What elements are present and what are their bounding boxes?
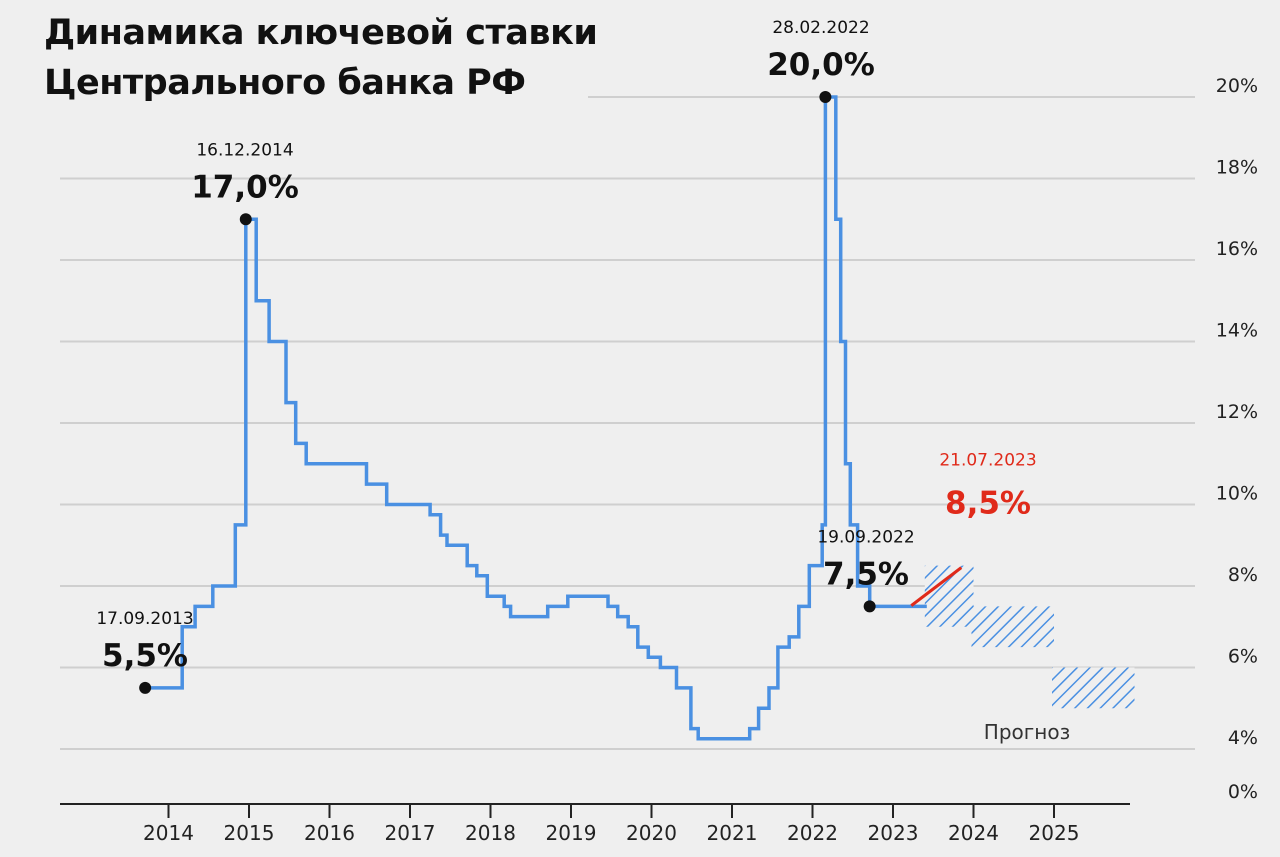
- annotation-date: 19.09.2022: [817, 527, 914, 547]
- x-tick-label: 2024: [948, 821, 999, 845]
- y-tick-label: 10%: [1216, 483, 1258, 505]
- x-tick-label: 2025: [1029, 821, 1080, 845]
- annotation-value: 7,5%: [823, 556, 909, 592]
- annotation-dot: [139, 681, 152, 694]
- annotation-value: 20,0%: [767, 47, 875, 83]
- x-tick-label: 2023: [868, 821, 919, 845]
- annotation-date: 17.09.2013: [96, 609, 193, 629]
- annotation-leader: [910, 566, 963, 607]
- y-tick-label: 12%: [1216, 401, 1258, 423]
- forecast-zone-3: [1052, 667, 1135, 709]
- forecast-zone-1: [924, 565, 974, 627]
- x-tick-label: 2018: [465, 821, 516, 845]
- annotation-value: 17,0%: [191, 169, 299, 205]
- annotation-date: 16.12.2014: [196, 140, 293, 160]
- chart-title-line-2: Центрального банка РФ: [44, 63, 526, 103]
- x-tick-label: 2015: [224, 821, 275, 845]
- forecast-zones: Прогноз: [924, 565, 1135, 744]
- annotation-dot: [819, 91, 832, 103]
- x-tick-label: 2020: [626, 821, 677, 845]
- annotation-date: 28.02.2022: [772, 18, 869, 38]
- y-tick-label: 0%: [1228, 781, 1258, 803]
- x-tick-label: 2021: [707, 821, 758, 845]
- y-tick-label: 4%: [1228, 727, 1258, 749]
- grid-lines: 20% 18% 16% 14% 12% 10% 8% 6% 4% 0%: [60, 75, 1258, 803]
- rate-line: [145, 95, 927, 741]
- x-tick-label: 2017: [385, 821, 436, 845]
- y-tick-label: 20%: [1216, 75, 1258, 97]
- chart-title-line-1: Динамика ключевой ставки: [44, 13, 598, 53]
- y-tick-label: 6%: [1228, 646, 1258, 668]
- forecast-label: Прогноз: [984, 720, 1070, 744]
- axes: 2014 2015 2016 2017 2018 2019 2020 2021 2022 2023…: [60, 803, 1130, 845]
- rate-line-group: [145, 95, 927, 741]
- x-tick-label: 2019: [546, 821, 597, 845]
- annotation-dot: [239, 213, 252, 226]
- y-tick-label: 16%: [1216, 238, 1258, 260]
- annotation-dot: [863, 600, 876, 613]
- x-tick-label: 2014: [143, 821, 194, 845]
- chart-title: Динамика ключевой ставки Центрального ба…: [44, 8, 598, 108]
- annotation-value: 5,5%: [102, 638, 188, 674]
- y-tick-label: 18%: [1216, 157, 1258, 179]
- y-tick-label: 14%: [1216, 320, 1258, 342]
- annotation-value: 8,5%: [945, 486, 1031, 522]
- annotation-date: 21.07.2023: [939, 451, 1036, 471]
- forecast-zone-2: [971, 606, 1054, 648]
- annotations: 17.09.2013 5,5% 16.12.2014 17,0% 28.02.2022 2…: [96, 18, 1037, 694]
- x-tick-label: 2022: [787, 821, 838, 845]
- y-tick-label: 8%: [1228, 564, 1258, 586]
- x-tick-label: 2016: [304, 821, 355, 845]
